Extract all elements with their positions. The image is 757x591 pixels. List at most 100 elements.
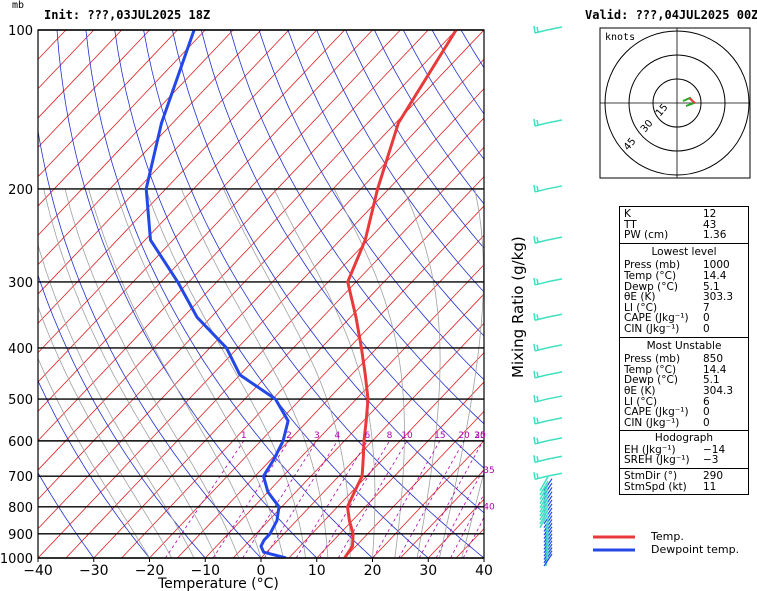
x-tick-label: 40	[475, 563, 493, 579]
wind-barb-low	[539, 509, 549, 525]
pressure-tick-label: 900	[8, 528, 33, 543]
isotherm-line	[38, 30, 401, 412]
wind-barb-flag	[533, 416, 536, 425]
index-row: LI (°C) 7	[620, 303, 748, 314]
wind-barb	[533, 436, 563, 445]
wind-barb-flag	[536, 119, 539, 126]
mixing-ratio-label: 30	[474, 431, 486, 441]
pressure-tick-label: 500	[8, 393, 33, 408]
index-value: 0	[703, 416, 710, 429]
wind-barb-flag	[533, 394, 536, 403]
wind-barb-shaft	[546, 278, 563, 283]
wind-barb-shaft	[546, 344, 563, 349]
wind-barb-shaft	[546, 455, 563, 460]
moist-adiabat-line	[145, 188, 306, 558]
mixing-ratio-label: 3	[314, 431, 320, 441]
mixing-ratio-line	[295, 440, 368, 558]
wind-barb	[533, 184, 563, 193]
mixing-ratio-line	[450, 493, 484, 558]
wind-barb-low	[543, 553, 553, 567]
index-value: 0	[703, 322, 710, 335]
wind-barb-low	[539, 501, 549, 517]
wind-barb-flag	[533, 118, 536, 127]
pressure-tick-label: 200	[8, 183, 33, 198]
mixing-ratio-label: 15	[434, 431, 445, 441]
x-tick-label: 0	[257, 563, 266, 579]
legend-temp-label: Temp.	[651, 530, 684, 543]
x-tick-label: 20	[364, 563, 382, 579]
isotherm-line	[38, 30, 150, 148]
wind-barb-flag	[533, 184, 536, 193]
wind-barb-shaft	[546, 437, 563, 442]
init-time: Init: ???,03JUL2025 18Z	[44, 8, 210, 22]
pressure-tick-label: 800	[8, 501, 33, 516]
index-row: TT 43	[620, 219, 748, 231]
mixing-ratio-line	[372, 440, 441, 558]
wind-barb-low	[539, 493, 549, 509]
isotherm-line	[38, 30, 262, 266]
index-row: Press (mb) 850	[620, 354, 748, 365]
hodograph-units: knots	[605, 32, 635, 43]
dry-adiabat-line	[38, 557, 39, 558]
index-row: CIN (Jkg⁻¹) 0	[620, 324, 748, 335]
mixing-ratio-label: 35	[483, 466, 494, 476]
wind-barb-shaft	[546, 185, 563, 190]
pressure-tick-label: 700	[8, 470, 33, 485]
mixing-ratio-line	[398, 440, 465, 558]
index-value: 11	[703, 480, 717, 493]
wind-barb-flag	[533, 343, 536, 351]
wind-barb-flag	[533, 25, 536, 34]
pressure-tick-label: 600	[8, 435, 33, 450]
mixing-ratio-label: 10	[401, 431, 413, 441]
index-row: LI (°C) 6	[620, 396, 748, 408]
wind-barb-flag	[536, 456, 539, 462]
wind-barb-shaft	[546, 119, 563, 124]
wind-barb-shaft	[534, 122, 548, 127]
index-key: StmDir (°)	[624, 470, 678, 483]
index-key: LI (°C)	[624, 301, 658, 314]
wind-barb-flag	[536, 26, 539, 33]
legend-dewpoint-label: Dewpoint temp.	[651, 543, 740, 556]
index-value: 290	[703, 470, 724, 483]
index-row: θE (K) 304.3	[620, 386, 748, 397]
moist-adiabat-line	[223, 188, 351, 558]
index-value: −3	[703, 454, 719, 467]
dry-adiabat-line	[258, 30, 484, 381]
wind-barb-shaft	[546, 26, 563, 31]
wind-barb-low	[539, 497, 549, 513]
pressure-tick-label: 400	[8, 342, 33, 357]
wind-barb	[533, 343, 563, 352]
index-value: 14.4	[703, 269, 727, 282]
wind-barb-shaft	[546, 371, 563, 376]
wind-barb-flag	[533, 455, 536, 463]
index-row: CAPE (Jkg⁻¹) 0	[620, 313, 748, 324]
wind-barb-low	[539, 485, 549, 500]
dry-adiabat-line	[172, 30, 484, 514]
wind-barb	[533, 236, 563, 244]
index-row: PW (cm) 1.36	[620, 230, 748, 241]
dry-adiabat-line	[229, 30, 484, 425]
isotherm-line	[38, 30, 290, 295]
isotherm-line	[121, 176, 484, 558]
index-value: 1.36	[703, 229, 727, 242]
moist-adiabat-line	[88, 188, 262, 558]
dry-adiabat-line	[38, 274, 206, 558]
mixing-ratio-label: 20	[458, 431, 470, 441]
wind-barb-flag	[533, 370, 536, 379]
wind-barb-low	[539, 480, 549, 496]
x-tick-label: −20	[135, 563, 165, 579]
wind-barb-shaft	[546, 472, 563, 477]
wind-barb-shaft	[534, 347, 548, 352]
x-tick-label: 30	[419, 563, 437, 579]
dry-adiabat-line	[114, 30, 429, 558]
wind-barb	[533, 313, 563, 321]
mixing-ratio-label: 40	[483, 502, 495, 512]
wind-barb-flag	[533, 236, 536, 244]
most-unstable-title: Most Unstable	[646, 339, 722, 352]
wind-barb-shaft	[534, 420, 548, 425]
isotherm-line	[232, 293, 484, 558]
wind-barb-flag	[536, 437, 539, 444]
moist-adiabat-line	[461, 470, 484, 558]
isotherm-line	[93, 146, 484, 558]
